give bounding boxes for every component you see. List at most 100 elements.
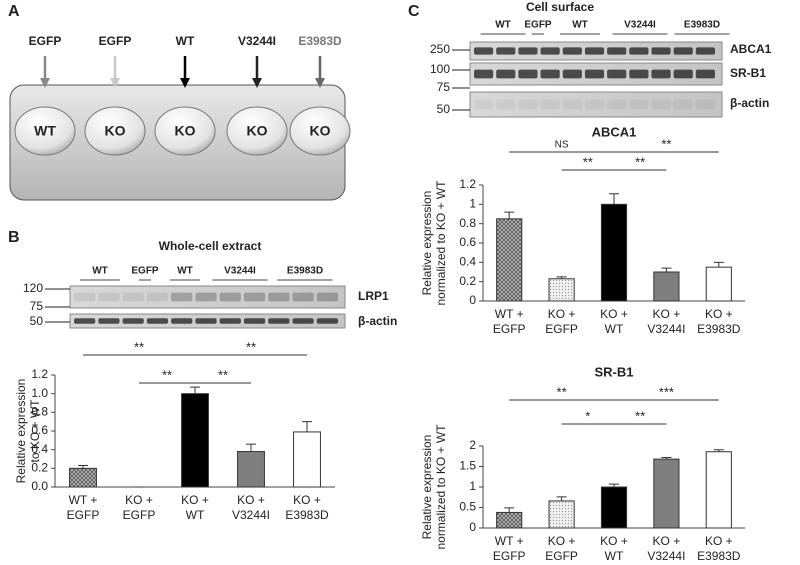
error-bar	[246, 443, 256, 452]
arrow-label: EGFP	[29, 34, 62, 48]
significance-label: *	[585, 408, 590, 423]
error-bar	[661, 456, 672, 460]
arrow-label: EGFP	[99, 34, 132, 48]
y-tick-label: 1.2	[459, 177, 476, 191]
blot-band	[243, 318, 266, 324]
bar	[496, 511, 523, 529]
y-tick-label: 0	[469, 293, 476, 307]
blot-band	[562, 69, 582, 79]
x-tick-label: KO + EGFP	[123, 493, 156, 522]
y-tick-label: 0	[469, 520, 476, 534]
blot-band	[496, 47, 516, 55]
lane-label: V3244I	[224, 266, 256, 277]
blot-strip	[69, 285, 346, 309]
x-tick-label: KO + V3244I	[232, 493, 270, 522]
blot-band	[518, 69, 538, 79]
lane-label: EGFP	[131, 266, 159, 277]
cell-label: WT	[34, 123, 56, 139]
bar	[548, 500, 575, 529]
error-bar	[661, 267, 672, 272]
marker-label: 100	[430, 62, 450, 76]
y-tick-label: 0.4	[459, 255, 476, 269]
blot-band	[292, 292, 314, 302]
blot-band	[695, 69, 715, 79]
error-bar	[609, 193, 619, 205]
arrow-label: E3983D	[298, 34, 342, 48]
blot-band	[584, 47, 605, 55]
blot-strip	[469, 91, 723, 118]
y-tick-label: 1.0	[31, 386, 48, 400]
y-axis-label: Relative expression	[420, 191, 434, 296]
blot-band	[607, 47, 627, 55]
blot-band	[540, 99, 560, 110]
y-tick-label: 0.2	[459, 274, 476, 288]
x-tick-label: WT + EGFP	[67, 493, 100, 522]
y-tick-label: 1.2	[31, 367, 48, 381]
significance-label: **	[557, 384, 567, 399]
y-tick-label: 1	[469, 197, 476, 211]
cell-label: KO	[247, 123, 268, 139]
arrow-head	[252, 78, 262, 88]
error-bar	[504, 507, 515, 513]
blot-band	[607, 69, 627, 79]
blot-band	[562, 99, 582, 110]
error-bar	[713, 449, 724, 452]
x-tick-label: WT + EGFP	[493, 307, 526, 336]
arrow-label: WT	[176, 34, 195, 48]
blot-band	[122, 292, 144, 302]
lane-label: WT	[92, 266, 108, 277]
y-tick-label: 0.8	[31, 405, 48, 419]
bar	[237, 451, 265, 488]
error-bar	[78, 465, 88, 469]
blot-band	[146, 292, 169, 302]
blot-band	[629, 69, 649, 79]
x-tick-label: KO + E3983D	[285, 493, 329, 522]
blot-band	[74, 292, 96, 302]
significance-label: **	[134, 339, 144, 354]
x-tick-label: KO + WT	[600, 534, 628, 563]
blot-band	[474, 47, 494, 55]
error-bar	[302, 421, 312, 432]
panel-label: A	[8, 3, 20, 20]
blot-band	[673, 69, 693, 79]
blot-band	[146, 318, 169, 324]
blot-title: Cell surface	[526, 0, 594, 14]
blot-band	[629, 47, 649, 55]
significance-label: **	[635, 154, 645, 169]
x-tick-label: KO + V3244I	[647, 307, 685, 336]
arrow-head	[180, 78, 190, 88]
bar	[705, 266, 732, 302]
x-tick-label: KO + WT	[181, 493, 209, 522]
lane-label: E3983D	[287, 266, 323, 277]
significance-label: **	[162, 367, 172, 382]
blot-band	[651, 69, 671, 79]
y-tick-label: 0.6	[459, 235, 476, 249]
lane-label: WT	[495, 20, 511, 31]
blot-band	[540, 69, 560, 79]
chart-title: ABCA1	[592, 124, 637, 139]
blot-band	[518, 47, 538, 55]
x-tick-label: KO + E3983D	[697, 307, 741, 336]
blot-band	[195, 292, 217, 302]
blot-band	[695, 47, 715, 55]
y-tick-label: 1.5	[459, 459, 476, 473]
blot-band	[651, 99, 671, 110]
significance-label: **	[246, 339, 256, 354]
panel-label: C	[408, 3, 420, 20]
blot-band	[292, 318, 314, 324]
y-tick-label: 1	[469, 479, 476, 493]
cell	[226, 106, 288, 156]
arrow-head	[40, 78, 50, 88]
error-bar	[190, 386, 200, 394]
bar	[600, 486, 628, 529]
cell	[289, 106, 351, 156]
chart-title: SR-B1	[594, 364, 633, 379]
blot-band	[219, 318, 241, 324]
blot-band	[268, 292, 290, 302]
blot-band	[171, 318, 193, 324]
blot-band	[562, 47, 582, 55]
marker-label: 50	[437, 102, 451, 116]
x-tick-label: KO + V3244I	[647, 534, 685, 563]
cell	[84, 106, 146, 156]
significance-label: ***	[659, 384, 674, 399]
